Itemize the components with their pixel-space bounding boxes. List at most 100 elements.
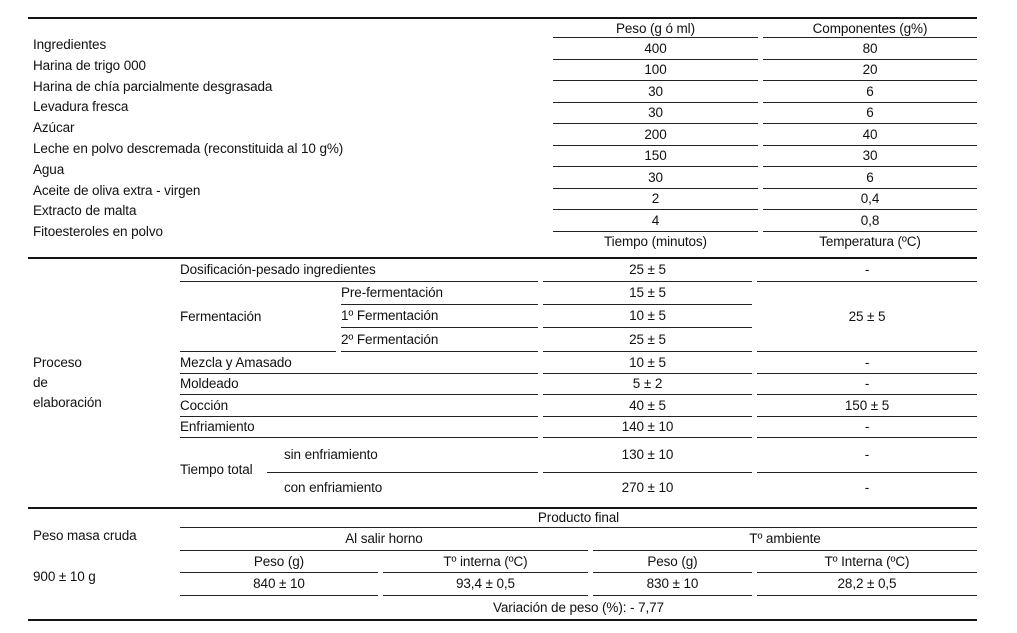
process-step-label: Cocción [180, 395, 539, 417]
table-row: Mezcla y Amasado 10 ± 5 - [180, 352, 978, 374]
final-left-labels: Peso masa cruda 900 ± 10 g [28, 509, 175, 619]
bottom-rule [28, 619, 977, 621]
ingredients-section: Ingredientes Harina de trigo 000 Harina … [28, 19, 982, 257]
temperatura-value: - [757, 374, 978, 395]
group-header-al-salir-horno: Al salir horno [179, 528, 588, 551]
table-row: 150 30 [553, 146, 977, 167]
tiempo-value: 10 ± 5 [543, 305, 753, 328]
col-header-peso: Peso (g) [179, 551, 378, 573]
process-step-label: Moldeado [180, 374, 539, 395]
peso-value: 840 ± 10 [179, 573, 378, 596]
tiempo-value: 15 ± 5 [543, 282, 753, 305]
temperatura-value: 150 ± 5 [757, 395, 978, 417]
producto-final-title: Producto final [179, 509, 977, 528]
table-row: 400 80 [553, 38, 977, 60]
process-table: Dosificación-pesado ingredientes 25 ± 5 … [175, 259, 982, 438]
process-substep-label: 1º Fermentación [341, 305, 539, 328]
ingredient-name: Azúcar [33, 120, 75, 136]
componentes-value: 40 [763, 124, 977, 146]
ingredient-name: Harina de trigo 000 [33, 57, 146, 73]
table-row: Enfriamiento 140 ± 10 - [180, 417, 978, 438]
peso-masa-cruda-value: 900 ± 10 g [33, 569, 96, 584]
table-row: 840 ± 10 93,4 ± 0,5 830 ± 10 28,2 ± 0,5 [179, 573, 977, 596]
tiempo-total-table: Tiempo total sin enfriamiento 130 ± 10 -… [175, 438, 982, 502]
peso-masa-cruda-label: Peso masa cruda [33, 528, 137, 543]
section-divider [28, 257, 977, 259]
tiempo-value: 25 ± 5 [543, 259, 753, 282]
table-row: 4 0,8 [553, 210, 977, 232]
table-row: Cocción 40 ± 5 150 ± 5 [180, 395, 978, 417]
process-step-label: Fermentación [180, 282, 336, 352]
componentes-value: 0,8 [763, 210, 977, 232]
componentes-value: 30 [763, 146, 977, 167]
temperatura-value: - [864, 479, 870, 495]
peso-value: 150 [553, 146, 758, 167]
componentes-value: 0,4 [763, 189, 977, 210]
variacion-peso-note: Variación de peso (%): - 7,77 [493, 599, 664, 615]
group-header-t-ambiente: Tº ambiente [592, 528, 977, 551]
tiempo-value: 25 ± 5 [543, 328, 753, 352]
process-tables: Dosificación-pesado ingredientes 25 ± 5 … [175, 259, 982, 507]
ingredient-name: Aceite de oliva extra - virgen [33, 182, 201, 198]
table-row: 30 6 [553, 103, 977, 124]
table-row: con enfriamiento 270 ± 10 - [180, 473, 977, 502]
ingredient-name: Harina de chía parcialmente desgrasada [33, 78, 273, 94]
componentes-value: 6 [763, 103, 977, 124]
process-substep-label: sin enfriamiento [267, 438, 538, 473]
temperatura-value: - [757, 417, 978, 438]
t-interna-value: 93,4 ± 0,5 [382, 573, 588, 596]
t-interna-value: 28,2 ± 0,5 [756, 573, 977, 596]
ingredients-header: Ingredientes [33, 37, 107, 52]
tiempo-value: 5 ± 2 [543, 374, 753, 395]
tiempo-value: 40 ± 5 [543, 395, 753, 417]
process-substep-label: con enfriamiento [284, 479, 383, 495]
table-row: Moldeado 5 ± 2 - [180, 374, 978, 395]
peso-value: 2 [553, 189, 758, 210]
process-substep-label: 2º Fermentación [341, 328, 539, 352]
ingredient-name: Extracto de malta [33, 203, 137, 219]
tiempo-value: 130 ± 10 [543, 438, 752, 473]
col-header-t-interna: Tº Interna (ºC) [756, 551, 977, 573]
ingredient-name-list: Ingredientes Harina de trigo 000 Harina … [33, 35, 548, 243]
ingredient-name: Fitoesteroles en polvo [33, 224, 163, 240]
table-row: 30 6 [553, 81, 977, 103]
table-row: 2º Fermentación 25 ± 5 [180, 328, 977, 352]
temperatura-value: 25 ± 5 [757, 282, 978, 352]
section-divider [28, 507, 977, 509]
col-header-peso: Peso (g) [592, 551, 752, 573]
table-row: Al salir horno Tº ambiente [179, 528, 977, 551]
table-row: 2 0,4 [553, 189, 977, 210]
final-product-section: Peso masa cruda 900 ± 10 g Producto fina… [28, 509, 982, 619]
peso-value: 30 [553, 81, 758, 103]
table-row: 200 40 [553, 124, 977, 146]
process-step-label: Dosificación-pesado ingredientes [180, 259, 539, 282]
table-row: Variación de peso (%): - 7,77 [180, 596, 977, 619]
col-header-t-interna: Tº interna (ºC) [382, 551, 588, 573]
table-row: Dosificación-pesado ingredientes 25 ± 5 … [180, 259, 978, 282]
temperatura-value: - [757, 259, 978, 282]
table-row: Tiempo (minutos) Temperatura (ºC) [553, 232, 977, 251]
col-header-temperatura: Temperatura (ºC) [819, 233, 921, 249]
table-row: Producto final [179, 509, 977, 528]
peso-value: 830 ± 10 [592, 573, 752, 596]
componentes-value: 6 [763, 167, 977, 189]
table-row: Peso (g ó ml) Componentes (g%) [553, 19, 977, 38]
tiempo-value: 270 ± 10 [621, 479, 674, 495]
ingredient-name: Agua [33, 161, 65, 177]
tiempo-value: 10 ± 5 [543, 352, 753, 374]
peso-value: 4 [553, 210, 758, 232]
top-rule [28, 17, 977, 19]
col-header-peso: Peso (g ó ml) [553, 19, 758, 38]
final-product-table: Producto final Al salir horno Tº ambient… [175, 509, 982, 619]
process-substep-label: Pre-fermentación [341, 282, 539, 305]
process-step-label: Mezcla y Amasado [180, 352, 539, 374]
table-row: 100 20 [553, 60, 977, 81]
ingredient-values-table: Peso (g ó ml) Componentes (g%) 400 80 10… [548, 19, 982, 251]
formulation-table: Ingredientes Harina de trigo 000 Harina … [28, 17, 982, 621]
table-row: Peso (g) Tº interna (ºC) Peso (g) Tº Int… [179, 551, 977, 573]
table-row: Tiempo total sin enfriamiento 130 ± 10 - [180, 438, 977, 477]
ingredient-name: Leche en polvo descremada (reconstituida… [33, 140, 344, 156]
peso-value: 30 [553, 167, 758, 189]
peso-value: 200 [553, 124, 758, 146]
process-section-label: Proceso de elaboración [33, 355, 102, 410]
